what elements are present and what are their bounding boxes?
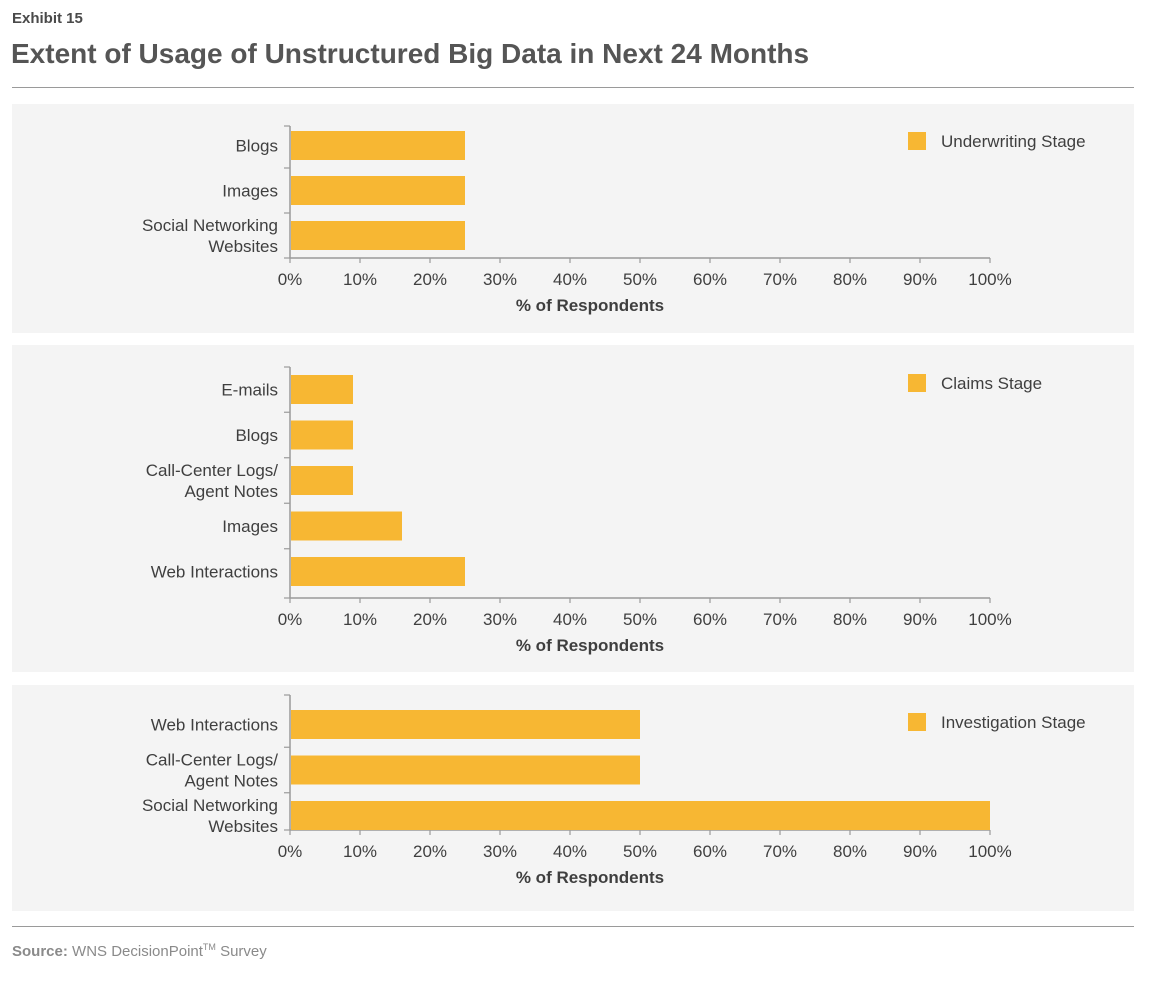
chart-panel-claims: E-mails Blogs Call-Center Logs/Agent Notes… bbox=[12, 345, 1134, 672]
category-label: E-mails bbox=[221, 381, 278, 400]
chart-investigation: Web Interactions Call-Center Logs/Agent N… bbox=[142, 694, 1086, 887]
exhibit-label: Exhibit 15 bbox=[12, 10, 83, 27]
category-label: Websites bbox=[208, 237, 278, 256]
x-tick-label: 60% bbox=[693, 610, 727, 629]
x-tick-label: 30% bbox=[483, 270, 517, 289]
source-suffix: Survey bbox=[215, 943, 267, 960]
category-label: Blogs bbox=[235, 137, 278, 156]
x-tick-label: 10% bbox=[343, 610, 377, 629]
x-tick-label: 50% bbox=[623, 610, 657, 629]
footer-rule bbox=[12, 926, 1134, 927]
legend-label: Underwriting Stage bbox=[941, 132, 1086, 151]
x-tick-label: 20% bbox=[413, 270, 447, 289]
x-tick-label: 30% bbox=[483, 610, 517, 629]
legend-label: Investigation Stage bbox=[941, 713, 1086, 732]
page-title: Extent of Usage of Unstructured Big Data… bbox=[11, 38, 810, 69]
source-trademark: TM bbox=[202, 942, 216, 952]
category-label: Web Interactions bbox=[151, 563, 278, 582]
x-tick-label: 60% bbox=[693, 842, 727, 861]
chart-claims: E-mails Blogs Call-Center Logs/Agent Notes… bbox=[146, 366, 1042, 655]
x-tick-label: 10% bbox=[343, 270, 377, 289]
bar bbox=[291, 755, 640, 785]
x-axis-title: % of Respondents bbox=[516, 636, 664, 655]
x-tick-label: 100% bbox=[968, 270, 1011, 289]
x-tick-label: 40% bbox=[553, 270, 587, 289]
bar bbox=[291, 131, 465, 160]
x-tick-label: 70% bbox=[763, 610, 797, 629]
source-text: WNS DecisionPoint bbox=[72, 943, 203, 960]
x-axis-title: % of Respondents bbox=[516, 868, 664, 887]
x-tick-label: 70% bbox=[763, 270, 797, 289]
x-tick-label: 90% bbox=[903, 270, 937, 289]
category-label: Social Networking bbox=[142, 216, 278, 235]
category-label: Websites bbox=[208, 817, 278, 836]
category-label: Call-Center Logs/ bbox=[146, 751, 279, 770]
x-tick-label: 0% bbox=[278, 842, 303, 861]
category-label: Images bbox=[222, 182, 278, 201]
x-tick-label: 10% bbox=[343, 842, 377, 861]
x-tick-label: 80% bbox=[833, 842, 867, 861]
category-label: Social Networking bbox=[142, 796, 278, 815]
category-label: Images bbox=[222, 517, 278, 536]
bar bbox=[291, 420, 353, 450]
category-label: Web Interactions bbox=[151, 716, 278, 735]
legend-swatch bbox=[908, 374, 926, 392]
bar bbox=[291, 557, 465, 586]
x-tick-label: 60% bbox=[693, 270, 727, 289]
bar bbox=[291, 176, 465, 205]
legend-label: Claims Stage bbox=[941, 374, 1042, 393]
x-tick-label: 50% bbox=[623, 842, 657, 861]
category-label: Blogs bbox=[235, 426, 278, 445]
title-rule bbox=[12, 87, 1134, 88]
x-tick-label: 80% bbox=[833, 610, 867, 629]
bar bbox=[291, 511, 402, 541]
x-tick-label: 40% bbox=[553, 610, 587, 629]
x-tick-label: 40% bbox=[553, 842, 587, 861]
bar bbox=[291, 375, 353, 404]
bar bbox=[291, 801, 990, 830]
x-tick-label: 50% bbox=[623, 270, 657, 289]
x-axis-title: % of Respondents bbox=[516, 296, 664, 315]
x-tick-label: 0% bbox=[278, 270, 303, 289]
x-tick-label: 90% bbox=[903, 842, 937, 861]
chart-panel-investigation: Web Interactions Call-Center Logs/Agent N… bbox=[12, 685, 1134, 911]
category-label: Call-Center Logs/ bbox=[146, 461, 279, 480]
x-tick-label: 70% bbox=[763, 842, 797, 861]
x-tick-label: 30% bbox=[483, 842, 517, 861]
category-label: Agent Notes bbox=[184, 772, 278, 791]
x-tick-label: 100% bbox=[968, 842, 1011, 861]
category-label: Agent Notes bbox=[184, 482, 278, 501]
x-tick-label: 20% bbox=[413, 842, 447, 861]
legend-swatch bbox=[908, 713, 926, 731]
source-note: Source: WNS DecisionPointTM Survey bbox=[12, 942, 267, 960]
bar bbox=[291, 710, 640, 739]
bar bbox=[291, 221, 465, 250]
legend-swatch bbox=[908, 132, 926, 150]
x-tick-label: 0% bbox=[278, 610, 303, 629]
x-tick-label: 90% bbox=[903, 610, 937, 629]
x-tick-label: 20% bbox=[413, 610, 447, 629]
x-tick-label: 100% bbox=[968, 610, 1011, 629]
x-tick-label: 80% bbox=[833, 270, 867, 289]
source-label: Source: bbox=[12, 943, 68, 960]
chart-panel-underwriting: Blogs Images Social Networking Websites 0% 10… bbox=[12, 104, 1134, 333]
bar bbox=[291, 466, 353, 495]
